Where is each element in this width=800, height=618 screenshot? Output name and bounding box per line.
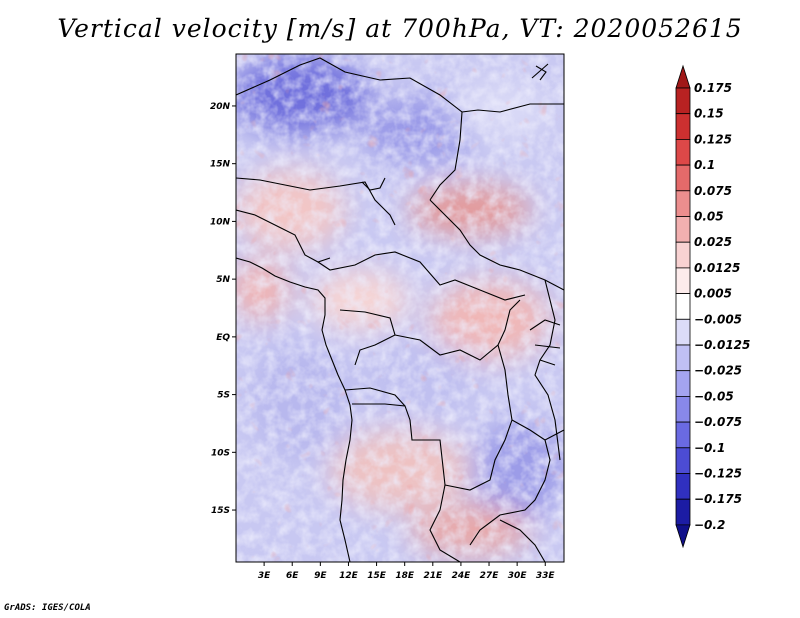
colorbar-segment	[675, 138, 691, 166]
lon-label: 9E	[314, 571, 327, 581]
lon-label: 33E	[536, 571, 556, 581]
lat-label: 10N	[210, 217, 231, 227]
colorbar-label: −0.2	[694, 518, 725, 532]
colorbar-segment	[675, 293, 691, 320]
colorbar-segment	[675, 447, 691, 474]
colorbar-segment	[675, 370, 691, 397]
colorbar-segment	[675, 216, 691, 243]
colorbar: 0.175 0.15 0.125 0.1 0.075 0.05 0.025 0.0125 0.0…	[675, 64, 750, 549]
lon-label: 21E	[423, 571, 443, 581]
colorbar-label: 0.125	[694, 132, 732, 146]
colorbar-label: −0.025	[694, 364, 742, 378]
lon-label: 18E	[395, 571, 415, 581]
colorbar-label: 0.0125	[694, 261, 740, 275]
credit-label: GrADS: IGES/COLA	[4, 603, 91, 613]
colorbar-label: 0.005	[694, 287, 732, 301]
lat-label: 5N	[216, 275, 230, 285]
map-frame	[235, 53, 565, 563]
colorbar-label: 0.15	[694, 107, 724, 121]
lon-label: 15E	[367, 571, 387, 581]
colorbar-segment	[675, 344, 691, 372]
colorbar-label: 0.05	[694, 210, 724, 224]
colorbar-label: −0.05	[694, 389, 734, 403]
colorbar-segment	[675, 113, 691, 140]
map-title: Vertical velocity [m/s] at 700hPa, VT: 2…	[57, 14, 743, 43]
colorbar-label: 0.025	[694, 235, 732, 249]
colorbar-label: −0.175	[694, 492, 742, 506]
colorbar-label: −0.075	[694, 415, 742, 429]
colorbar-label: 0.075	[694, 184, 732, 198]
colorbar-segment	[675, 318, 691, 346]
colorbar-segment	[675, 241, 691, 269]
lat-label: 15S	[211, 506, 230, 516]
colorbar-segment	[675, 524, 691, 549]
lat-label: 5S	[217, 391, 230, 401]
lat-label: EQ	[216, 333, 230, 343]
latitude-labels: 20N 15N 10N 5N EQ 5S 10S 15S	[210, 102, 236, 516]
lat-label: 15N	[210, 160, 231, 170]
lon-label: 27E	[480, 571, 500, 581]
colorbar-label: −0.125	[694, 467, 742, 481]
lon-label: 6E	[286, 571, 299, 581]
colorbar-label: −0.1	[694, 441, 725, 455]
colorbar-segment	[675, 498, 691, 526]
colorbar-label: −0.005	[694, 312, 742, 326]
lat-label: 10S	[211, 448, 230, 458]
colorbar-segment	[675, 421, 691, 449]
colorbar-segment	[675, 395, 691, 423]
lon-label: 3E	[258, 571, 271, 581]
longitude-labels: 3E 6E 9E 12E 15E 18E 21E 24E 27E 30E 33E	[258, 562, 556, 581]
colorbar-segment	[675, 190, 691, 217]
colorbar-segment	[675, 267, 691, 294]
lon-label: 24E	[452, 571, 472, 581]
colorbar-label: 0.1	[694, 158, 715, 172]
lat-label: 20N	[210, 102, 231, 112]
lon-label: 12E	[339, 571, 359, 581]
velocity-field	[236, 54, 564, 562]
colorbar-segment	[675, 473, 691, 500]
colorbar-label: −0.0125	[694, 338, 750, 352]
colorbar-segment	[675, 164, 691, 192]
colorbar-segment	[675, 64, 691, 89]
lon-label: 30E	[508, 571, 528, 581]
colorbar-segment	[675, 87, 691, 115]
colorbar-label: 0.175	[694, 81, 732, 95]
